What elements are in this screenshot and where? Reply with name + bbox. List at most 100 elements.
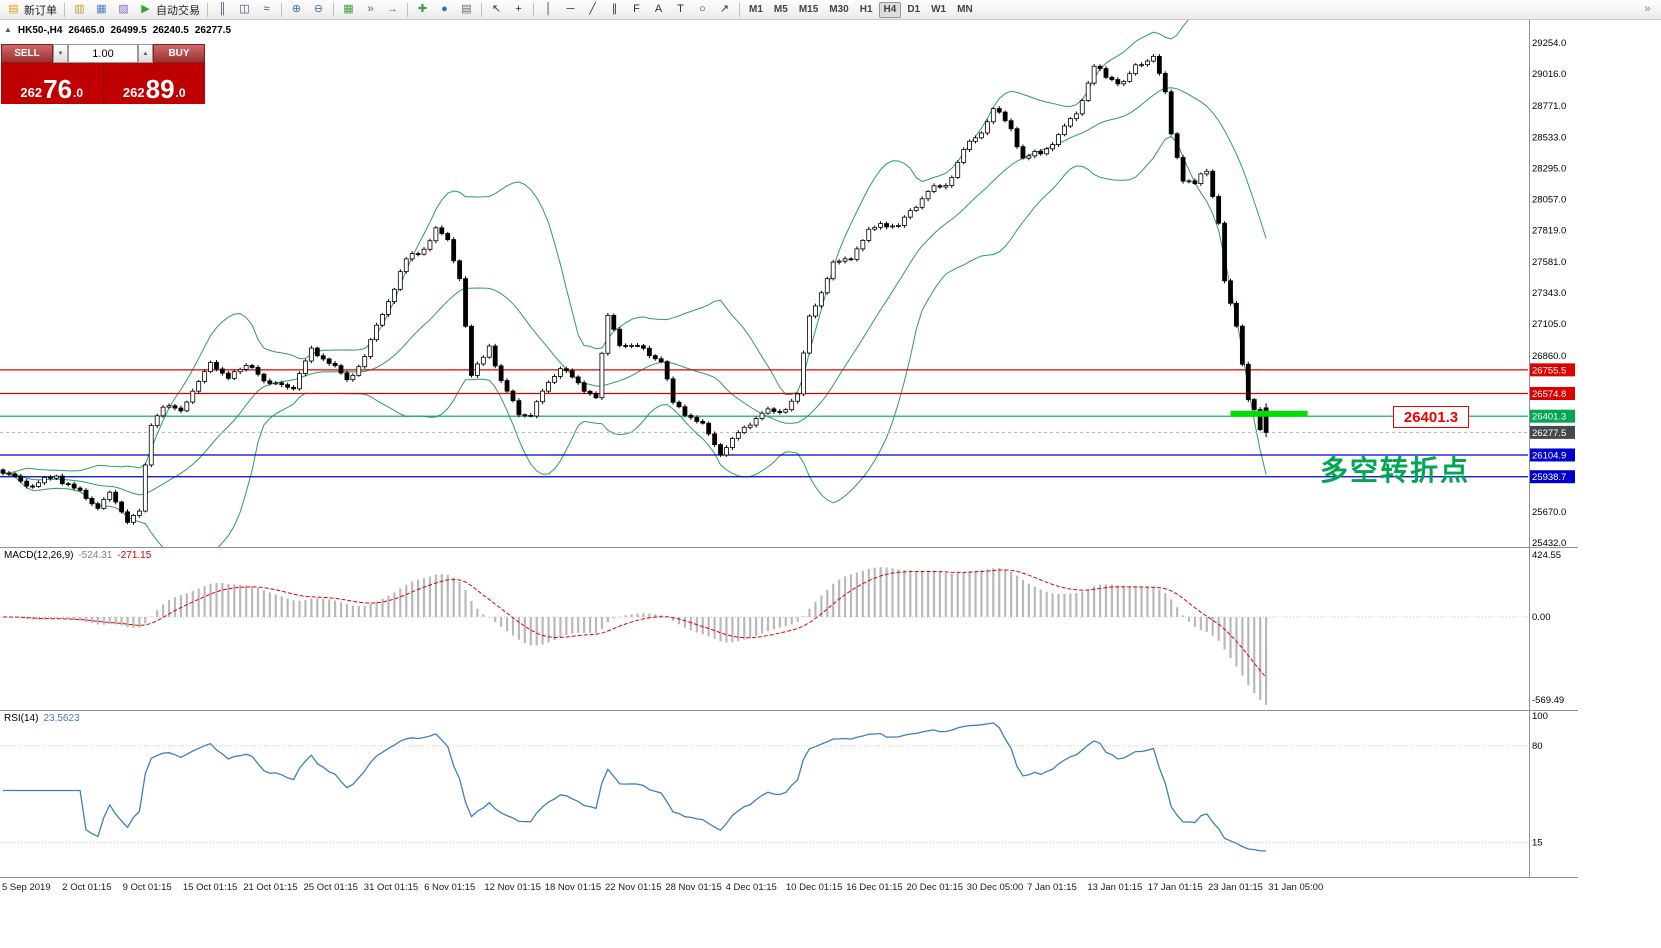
tile-windows-icon: ▦ (343, 3, 354, 15)
price-marker-tag (1530, 363, 1575, 377)
rsi-name: RSI(14) (4, 713, 39, 724)
toolbar-separator (739, 2, 740, 17)
toolbar-separator (407, 2, 408, 17)
auto-trading-button[interactable]: ▶ 自动交易 (135, 1, 203, 19)
trendline-icon: ╱ (589, 3, 596, 15)
profiles-icon: ● (441, 3, 448, 15)
svg-text:6 Nov 01:15: 6 Nov 01:15 (424, 882, 475, 893)
crosshair-tool-button[interactable]: + (508, 1, 529, 19)
new-chart-button[interactable]: ✚ (412, 1, 433, 19)
svg-text:30 Dec 05:00: 30 Dec 05:00 (967, 882, 1024, 893)
arrows-tool-button[interactable]: ↗ (714, 1, 735, 19)
profiles-button[interactable]: ● (434, 1, 455, 19)
svg-text:100: 100 (1532, 711, 1548, 722)
chart-shift-button[interactable]: → (382, 1, 403, 19)
timeframe-mn-button[interactable]: MN (957, 4, 973, 15)
ohlc-high: 26499.5 (110, 25, 147, 36)
time-axis[interactable]: 5 Sep 2019 2 Oct 01:15 9 Oct 01:15 15 Oct 0… (2, 882, 1323, 893)
volume-increase-button[interactable]: ▲ (138, 44, 153, 63)
templates-button[interactable]: ▤ (456, 1, 477, 19)
svg-text:29016.0: 29016.0 (1532, 69, 1566, 80)
svg-text:25670.0: 25670.0 (1532, 507, 1566, 518)
buy-button[interactable]: BUY (153, 44, 205, 63)
svg-text:28295.0: 28295.0 (1532, 163, 1566, 174)
symbol-header: ▲ HK50-,H4 26465.0 26499.5 26240.5 26277… (4, 25, 231, 36)
auto-scroll-button[interactable]: » (360, 1, 381, 19)
svg-text:21 Oct 01:15: 21 Oct 01:15 (243, 882, 297, 893)
svg-text:424.55: 424.55 (1532, 550, 1561, 561)
zoom-in-button[interactable]: ⊕ (286, 1, 307, 19)
market-watch-button[interactable]: ▦ (91, 1, 112, 19)
timeframe-h1-button[interactable]: H1 (859, 4, 873, 15)
one-click-collapse-icon[interactable]: ▲ (4, 25, 12, 34)
zoom-out-button[interactable]: ⊖ (308, 1, 329, 19)
candlestick-mode-button[interactable]: ◫ (234, 1, 255, 19)
vertical-line-tool-button[interactable]: │ (538, 1, 559, 19)
volume-decrease-button[interactable]: ▼ (53, 44, 68, 63)
timeframe-m1-button[interactable]: M1 (749, 4, 763, 15)
zoom-out-icon: ⊖ (313, 3, 324, 15)
auto-trading-play-icon: ▶ (141, 3, 150, 15)
timeframe-h4-button[interactable]: H4 (878, 1, 902, 18)
svg-text:5 Sep 2019: 5 Sep 2019 (2, 882, 51, 893)
buy-price-pips: 89 (145, 73, 175, 104)
horizontal-line-tool-button[interactable]: ─ (560, 1, 581, 19)
horizontal-level-lines[interactable] (0, 369, 1528, 478)
macd-histogram (7, 567, 1268, 705)
macd-indicator-label: MACD(12,26,9) -524.31 -271.15 (4, 550, 151, 561)
zoom-in-icon: ⊕ (291, 3, 302, 15)
cursor-tool-button[interactable]: ↖ (486, 1, 507, 19)
text-tool-button[interactable]: A (648, 1, 669, 19)
timeframe-w1-button[interactable]: W1 (931, 4, 947, 15)
line-chart-mode-button[interactable]: ≈ (256, 1, 277, 19)
charts-window-button[interactable]: ▥ (69, 1, 90, 19)
price-flag-annotation[interactable]: 26401.3 (1393, 406, 1469, 428)
timeframe-m5-button[interactable]: M5 (773, 4, 788, 15)
svg-text:4 Dec 01:15: 4 Dec 01:15 (726, 882, 777, 893)
svg-text:29254.0: 29254.0 (1532, 38, 1566, 49)
svg-text:20 Dec 01:15: 20 Dec 01:15 (907, 882, 964, 893)
svg-text:17 Jan 01:15: 17 Jan 01:15 (1148, 882, 1203, 893)
toolbar-overflow-button[interactable]: » (1637, 1, 1658, 19)
bar-chart-mode-button[interactable]: ║ (212, 1, 233, 19)
price-axis[interactable]: 29254.0 29016.0 28771.0 28533.0 28295.0 28057… (1530, 38, 1575, 849)
rsi-indicator-label: RSI(14) 23.5623 (4, 713, 80, 724)
new-order-button[interactable]: ▤ 新订单 (3, 1, 60, 19)
channel-tool-button[interactable]: ∥ (604, 1, 625, 19)
auto-scroll-icon: » (367, 3, 374, 15)
svg-text:80: 80 (1532, 741, 1543, 752)
timeframe-m15-button[interactable]: M15 (798, 4, 819, 15)
buy-price-display[interactable]: 262 89.0 (103, 63, 205, 104)
svg-text:25432.0: 25432.0 (1532, 538, 1566, 549)
ohlc-close: 26277.5 (194, 25, 232, 36)
rsi-value: 23.5623 (43, 713, 80, 724)
sell-price-display[interactable]: 262 76.0 (1, 63, 103, 104)
navigator-button[interactable]: ▧ (113, 1, 134, 19)
timeframe-d1-button[interactable]: D1 (907, 4, 921, 15)
volume-input[interactable] (68, 44, 138, 63)
toolbar-separator (281, 2, 282, 17)
arrow-icon: ↗ (719, 3, 730, 15)
shapes-tool-button[interactable]: ○ (692, 1, 713, 19)
toolbar-separator (333, 2, 334, 17)
new-order-button-label: 新订单 (24, 4, 57, 17)
label-tool-button[interactable]: T (670, 1, 691, 19)
turning-point-annotation[interactable]: 多空转折点 (1320, 455, 1471, 486)
svg-text:28533.0: 28533.0 (1532, 132, 1566, 143)
toolbar: ▤ 新订单 ▥ ▦ ▧ ▶ 自动交易 ║ ◫ ≈ ⊕ ⊖ ▦ » → ✚ ● ▤ ↖ + │ ─ ╱ ∥ F A T ○ ↗ M1 M5 M1… (0, 0, 1661, 20)
sell-button[interactable]: SELL (1, 44, 53, 63)
price-marker-tag (1530, 448, 1575, 462)
toolbar-separator (64, 2, 65, 17)
fibonacci-tool-button[interactable]: F (626, 1, 647, 19)
macd-name: MACD(12,26,9) (4, 550, 74, 561)
tile-windows-button[interactable]: ▦ (338, 1, 359, 19)
candlestick-icon: ◫ (239, 3, 250, 15)
timeframe-m30-button[interactable]: M30 (829, 4, 849, 15)
trendline-tool-button[interactable]: ╱ (582, 1, 603, 19)
label-icon: T (677, 3, 684, 15)
chart-window-icon: ▥ (74, 3, 85, 15)
chart-shift-icon: → (387, 3, 398, 15)
navigator-icon: ▧ (118, 3, 129, 15)
price-marker-tag (1530, 386, 1575, 400)
